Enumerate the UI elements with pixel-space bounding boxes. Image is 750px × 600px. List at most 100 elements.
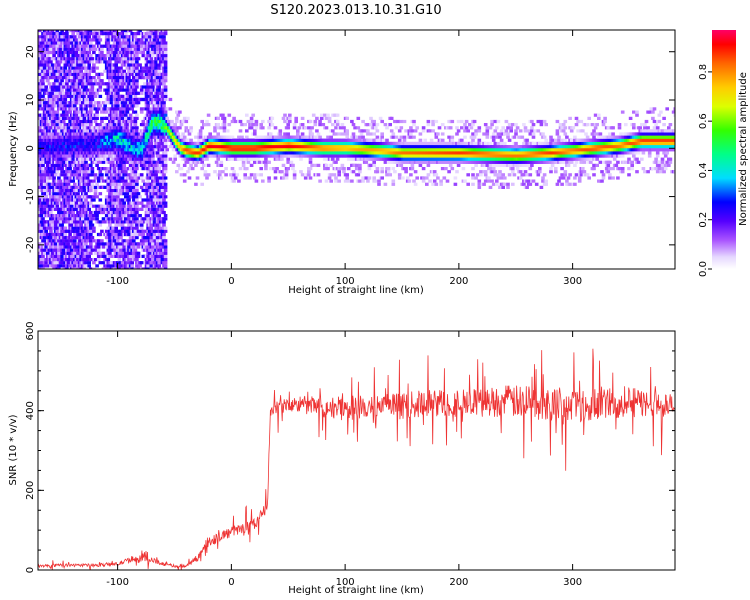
spectrogram-cell <box>76 192 80 196</box>
spectrogram-cell <box>96 239 101 243</box>
spectrogram-cell <box>79 201 83 205</box>
spectrogram-cell <box>52 110 56 114</box>
spectrogram-cell <box>92 69 96 73</box>
spectrogram-cell <box>124 57 128 61</box>
spectrogram-cell <box>81 54 85 58</box>
spectrogram-cell <box>57 254 61 258</box>
spectrogram-cell <box>98 192 103 196</box>
spectrogram-cell <box>89 38 93 42</box>
spectrogram-cell <box>132 242 136 246</box>
spectrogram-cell <box>205 176 209 180</box>
spectrogram-cell <box>69 223 74 227</box>
spectrogram-cell <box>68 232 72 237</box>
spectrogram-cell <box>41 185 45 189</box>
spectrogram-cell <box>81 44 85 48</box>
spectrogram-cell <box>117 76 122 80</box>
spectrogram-cell <box>50 113 55 117</box>
spectrogram-cell <box>47 104 52 108</box>
spectrogram-cell <box>117 167 122 171</box>
spectrogram-cell <box>47 82 52 86</box>
spectrogram-cell <box>175 170 179 174</box>
spectrogram-cell <box>157 204 161 208</box>
spectrogram-cell <box>139 261 144 265</box>
spectrogram-cell <box>135 82 139 86</box>
spectrogram-cell <box>222 123 227 127</box>
spectrogram-cell <box>139 38 144 42</box>
spectrogram-cell <box>218 173 222 177</box>
spectrogram-cell <box>89 79 93 83</box>
spectrogram-cell <box>76 220 80 224</box>
spectrogram-cell <box>84 66 88 70</box>
spectrogram-cell <box>100 30 104 33</box>
spectrogram-cell <box>128 101 133 105</box>
spectrogram-cell <box>155 94 160 98</box>
spectrogram-cell <box>149 267 154 269</box>
spectrogram-cell <box>159 182 163 186</box>
spectrogram-cell <box>147 69 152 73</box>
spectrogram-cell <box>96 101 101 105</box>
spectrogram-cell <box>119 188 123 193</box>
spectrogram-cell <box>104 173 109 177</box>
spectrogram-cell <box>49 44 53 48</box>
spectrogram-cell <box>46 242 50 246</box>
spectrogram-cell <box>154 170 158 174</box>
spectrogram-cell <box>96 157 101 161</box>
spectrogram-cell <box>162 82 166 86</box>
spectrogram-cell <box>152 179 157 183</box>
spectrogram-cell <box>96 245 101 249</box>
spectrogram-cell <box>125 192 130 196</box>
spectrogram-cell <box>190 167 195 171</box>
spectrogram-cell <box>133 35 138 39</box>
spectrogram-cell <box>147 163 152 167</box>
spectrogram-cell <box>87 30 91 33</box>
spectrogram-cell <box>46 251 50 255</box>
spectrogram-cell <box>130 179 134 183</box>
spectrogram-cell <box>96 107 101 111</box>
spectrogram-cell <box>93 176 98 180</box>
spectrogram-cell <box>205 119 209 124</box>
spectrogram-cell <box>95 217 99 221</box>
spectrogram-cell <box>60 35 64 39</box>
spectrogram-cell <box>109 207 114 211</box>
spectrogram-cell <box>92 229 96 233</box>
spectrogram-cell <box>53 258 58 262</box>
spectrogram-cell <box>90 47 95 51</box>
spectrogram-cell <box>106 226 111 230</box>
spectrogram-cell <box>77 94 82 98</box>
spectrogram-cell <box>87 63 91 67</box>
spectrogram-cell <box>44 60 48 64</box>
spectrogram-cell <box>146 66 150 70</box>
spectrogram-cell <box>127 185 131 189</box>
spectrogram-cell <box>57 69 61 73</box>
spectrogram-cell <box>61 91 66 95</box>
spectrogram-cell <box>149 141 154 146</box>
spectrogram-cell <box>125 123 130 127</box>
spectrogram-cell <box>58 195 63 199</box>
spectrogram-cell <box>96 242 101 246</box>
spectrogram-cell <box>69 258 74 262</box>
spectrogram-cell <box>232 170 236 174</box>
spectrogram-cell <box>109 94 114 98</box>
spectrogram-cell <box>60 242 64 246</box>
spectrogram-cell <box>124 116 128 120</box>
spectrogram-cell <box>184 126 189 130</box>
spectrogram-cell <box>47 182 52 186</box>
spectrogram-cell <box>162 192 166 196</box>
spectrogram-cell <box>119 245 123 249</box>
spectrogram-cell <box>136 251 141 255</box>
spectrogram-cell <box>163 204 168 208</box>
spectrogram-cell <box>96 82 101 86</box>
spectrogram-cell <box>111 226 115 230</box>
spectrogram-cell <box>135 210 139 215</box>
spectrogram-cell <box>74 261 79 265</box>
spectrogram-cell <box>101 217 106 221</box>
spectrogram-cell <box>155 236 160 240</box>
spectrogram-cell <box>146 214 150 218</box>
spectrogram-cell <box>128 188 133 193</box>
spectrogram-cell <box>52 94 56 98</box>
spectrogram-cell <box>76 91 80 95</box>
spectrogram-cell <box>63 185 68 189</box>
spectrogram-cell <box>112 214 117 218</box>
spectrogram-cell <box>138 69 142 73</box>
spectrogram-cell <box>87 261 91 265</box>
